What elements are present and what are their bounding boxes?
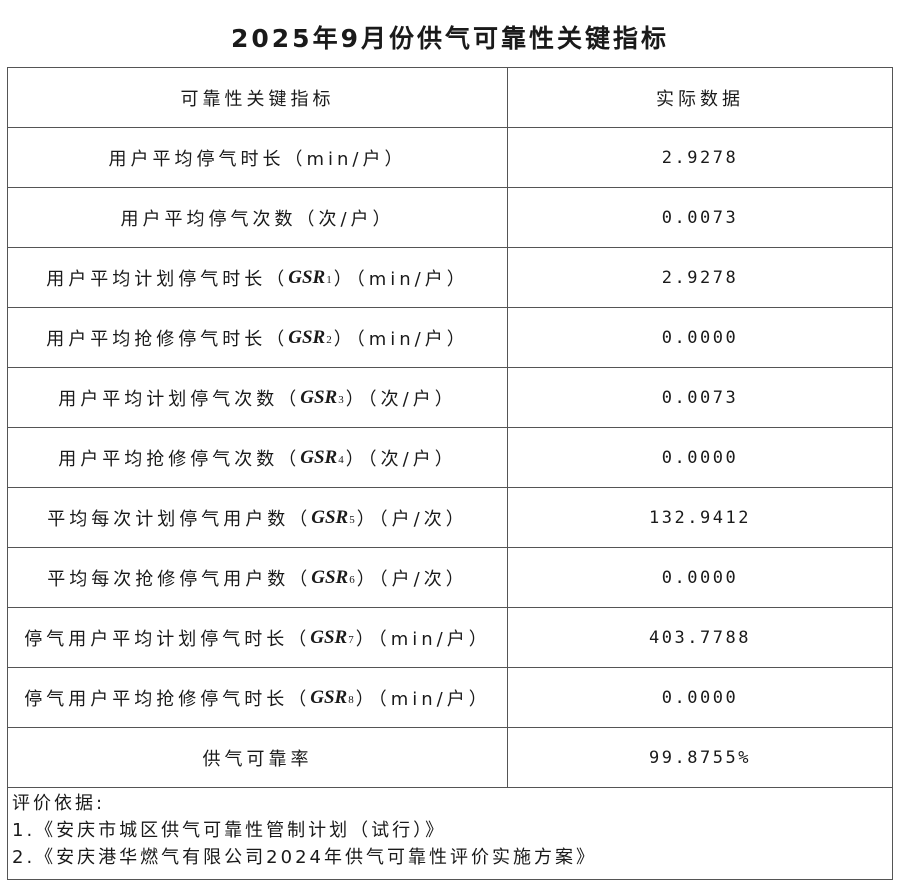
indicator-code-subscript: 4 (338, 453, 344, 466)
indicator-unit: ）（min/户） (355, 628, 491, 650)
indicator-value: 0.0000 (661, 447, 739, 468)
table-row: 用户平均计划停气次数（ GSR 3 ）（次/户） 0.0073 (8, 368, 892, 428)
indicator-value: 0.0073 (661, 387, 739, 408)
indicator-label: 用户平均抢修停气次数（ (58, 448, 301, 470)
table-row: 平均每次抢修停气用户数（ GSR 6 ）（户/次） 0.0000 (8, 548, 892, 608)
indicator-name: 用户平均抢修停气时长（ GSR 2 ）（min/户） (8, 308, 508, 367)
indicator-code: GSR (300, 446, 338, 468)
indicator-code: GSR (311, 506, 349, 528)
table-row: 用户平均停气时长（min/户） 2.9278 (8, 128, 892, 188)
indicator-label: 停气用户平均计划停气时长（ (24, 628, 311, 650)
indicator-name: 用户平均停气时长（min/户） (8, 128, 508, 187)
indicator-code-subscript: 1 (326, 273, 332, 286)
indicator-value: 2.9278 (661, 147, 739, 168)
indicator-code: GSR (300, 386, 338, 408)
header-indicator: 可靠性关键指标 (8, 68, 508, 127)
indicator-label: 用户平均计划停气次数（ (58, 388, 301, 410)
table-row: 用户平均停气次数（次/户） 0.0073 (8, 188, 892, 248)
indicator-code-subscript: 3 (338, 393, 344, 406)
indicator-code: GSR (310, 686, 348, 708)
indicator-value: 99.8755% (649, 747, 751, 768)
indicator-unit: ）（min/户） (333, 268, 469, 290)
indicator-label: 用户平均抢修停气时长（ (46, 328, 289, 350)
indicator-value: 132.9412 (649, 507, 751, 528)
indicator-code: GSR (288, 326, 326, 348)
indicator-unit: ）（户/次） (356, 508, 468, 530)
indicator-unit: ）（min/户） (333, 328, 469, 350)
table-row: 用户平均抢修停气次数（ GSR 4 ）（次/户） 0.0000 (8, 428, 892, 488)
indicator-label: 用户平均停气时长（min/户） (108, 148, 407, 170)
indicator-name: 供气可靠率 (8, 728, 508, 787)
indicator-name: 用户平均计划停气次数（ GSR 3 ）（次/户） (8, 368, 508, 427)
indicator-label: 用户平均停气次数（次/户） (120, 208, 395, 230)
indicator-code-subscript: 7 (348, 633, 354, 646)
indicator-code-subscript: 2 (326, 333, 332, 346)
table-row: 用户平均计划停气时长（ GSR 1 ）（min/户） 2.9278 (8, 248, 892, 308)
indicator-value: 0.0000 (661, 567, 739, 588)
indicator-label: 停气用户平均抢修停气时长（ (24, 688, 311, 710)
indicator-code: GSR (310, 626, 348, 648)
page-title: 2025年9月份供气可靠性关键指标 (231, 24, 669, 53)
table-header: 可靠性关键指标 实际数据 (8, 68, 892, 128)
indicator-name: 用户平均抢修停气次数（ GSR 4 ）（次/户） (8, 428, 508, 487)
indicator-value: 2.9278 (661, 267, 739, 288)
indicator-unit: ）（次/户） (345, 448, 457, 470)
indicator-value: 0.0073 (661, 207, 739, 228)
indicator-name: 用户平均停气次数（次/户） (8, 188, 508, 247)
table-row: 供气可靠率 99.8755% (8, 728, 892, 788)
indicator-label: 供气可靠率 (202, 748, 313, 770)
footer-item: 2.《安庆港华燃气有限公司2024年供气可靠性评价实施方案》 (12, 847, 597, 868)
indicator-code-subscript: 6 (349, 573, 355, 586)
indicator-code: GSR (311, 566, 349, 588)
table-row: 停气用户平均抢修停气时长（ GSR 8 ）（min/户） 0.0000 (8, 668, 892, 728)
evaluation-basis: 评价依据: 1.《安庆市城区供气可靠性管制计划（试行）》 2.《安庆港华燃气有限… (12, 790, 597, 871)
indicator-code-subscript: 5 (349, 513, 355, 526)
indicator-name: 平均每次抢修停气用户数（ GSR 6 ）（户/次） (8, 548, 508, 607)
indicator-table: 可靠性关键指标 实际数据 用户平均停气时长（min/户） 2.9278 用户平均停… (7, 67, 893, 880)
indicator-unit: ）（min/户） (355, 688, 491, 710)
indicator-code: GSR (288, 266, 326, 288)
footer-heading: 评价依据: (12, 793, 106, 814)
table-row: 平均每次计划停气用户数（ GSR 5 ）（户/次） 132.9412 (8, 488, 892, 548)
indicator-value: 0.0000 (661, 687, 739, 708)
indicator-code-subscript: 8 (348, 693, 354, 706)
indicator-unit: ）（次/户） (345, 388, 457, 410)
indicator-name: 平均每次计划停气用户数（ GSR 5 ）（户/次） (8, 488, 508, 547)
table-row: 用户平均抢修停气时长（ GSR 2 ）（min/户） 0.0000 (8, 308, 892, 368)
indicator-label: 用户平均计划停气时长（ (46, 268, 289, 290)
indicator-name: 用户平均计划停气时长（ GSR 1 ）（min/户） (8, 248, 508, 307)
indicator-unit: ）（户/次） (356, 568, 468, 590)
header-value: 实际数据 (656, 88, 744, 110)
indicator-value: 403.7788 (649, 627, 751, 648)
indicator-name: 停气用户平均抢修停气时长（ GSR 8 ）（min/户） (8, 668, 508, 727)
indicator-label: 平均每次抢修停气用户数（ (47, 568, 312, 590)
indicator-name: 停气用户平均计划停气时长（ GSR 7 ）（min/户） (8, 608, 508, 667)
indicator-label: 平均每次计划停气用户数（ (47, 508, 312, 530)
indicator-value: 0.0000 (661, 327, 739, 348)
table-row: 停气用户平均计划停气时长（ GSR 7 ）（min/户） 403.7788 (8, 608, 892, 668)
footer-item: 1.《安庆市城区供气可靠性管制计划（试行）》 (12, 820, 447, 841)
